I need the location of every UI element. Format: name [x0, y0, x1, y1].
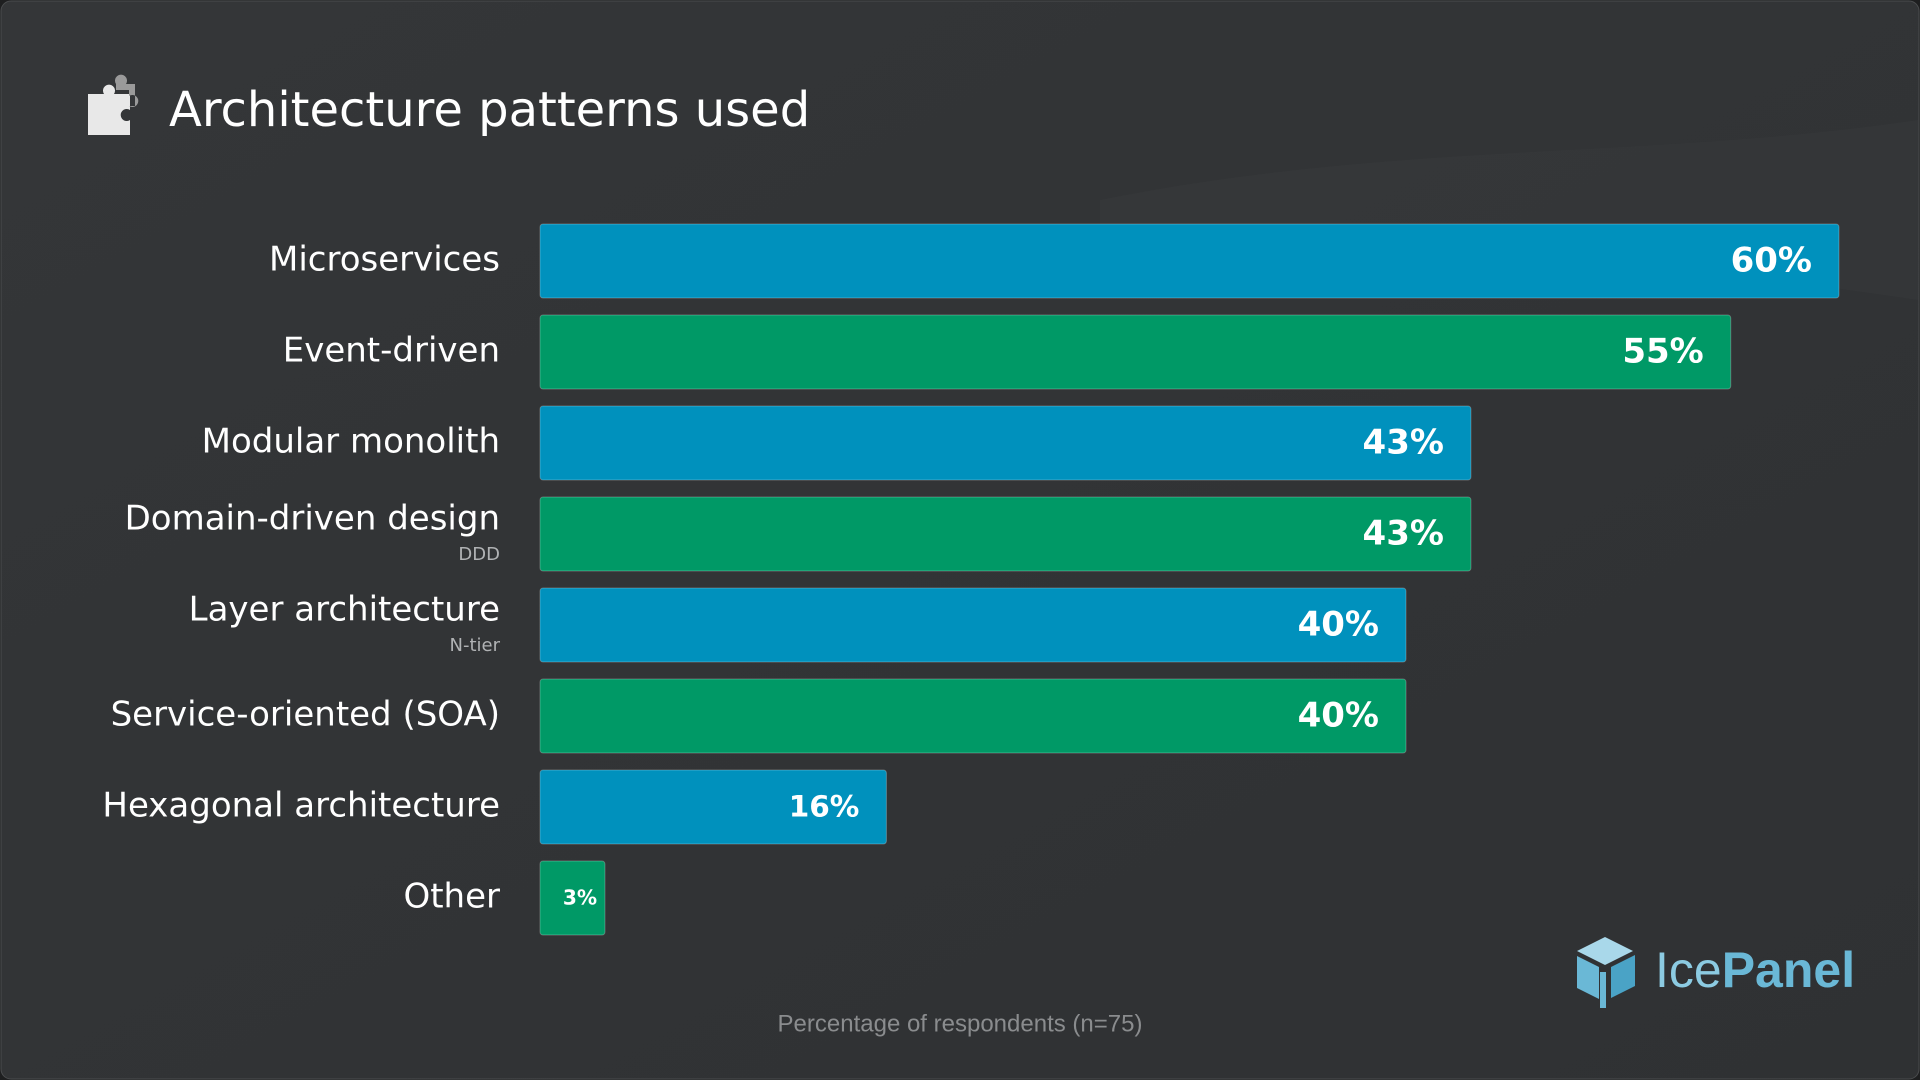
- category-sublabel: N-tier: [450, 635, 501, 656]
- footnote: Percentage of respondents (n=75): [778, 1010, 1143, 1037]
- brand-logo-icon: [1577, 937, 1635, 1008]
- brand-part: Ice: [1655, 942, 1722, 998]
- bar: [539, 405, 1472, 481]
- value-label: 16%: [789, 790, 860, 824]
- value-label: 3%: [563, 886, 597, 910]
- brand-name: IcePanel: [1655, 942, 1855, 998]
- title-icon: [88, 74, 139, 135]
- value-label: 43%: [1363, 514, 1444, 554]
- value-label: 40%: [1298, 605, 1379, 645]
- category-label: Hexagonal architecture: [102, 786, 500, 826]
- bar: [539, 223, 1840, 299]
- bar: [539, 314, 1732, 390]
- category-label: Layer architecture: [189, 590, 500, 630]
- category-label: Service-oriented (SOA): [111, 695, 500, 735]
- value-label: 55%: [1622, 332, 1703, 372]
- brand-part: Panel: [1722, 942, 1855, 998]
- value-label: 40%: [1298, 696, 1379, 736]
- category-label: Microservices: [269, 240, 500, 280]
- bar: [539, 587, 1407, 663]
- value-label: 43%: [1363, 423, 1444, 463]
- bar: [539, 769, 887, 845]
- bar: [539, 496, 1472, 572]
- value-label: 60%: [1731, 241, 1812, 281]
- bar: [539, 678, 1407, 754]
- category-label: Modular monolith: [202, 422, 500, 462]
- category-sublabel: DDD: [458, 544, 500, 565]
- category-label: Event-driven: [283, 331, 500, 371]
- bar: [539, 860, 606, 936]
- chart-title: Architecture patterns used: [169, 82, 810, 138]
- category-label: Other: [403, 877, 500, 917]
- category-label: Domain-driven design: [125, 499, 500, 539]
